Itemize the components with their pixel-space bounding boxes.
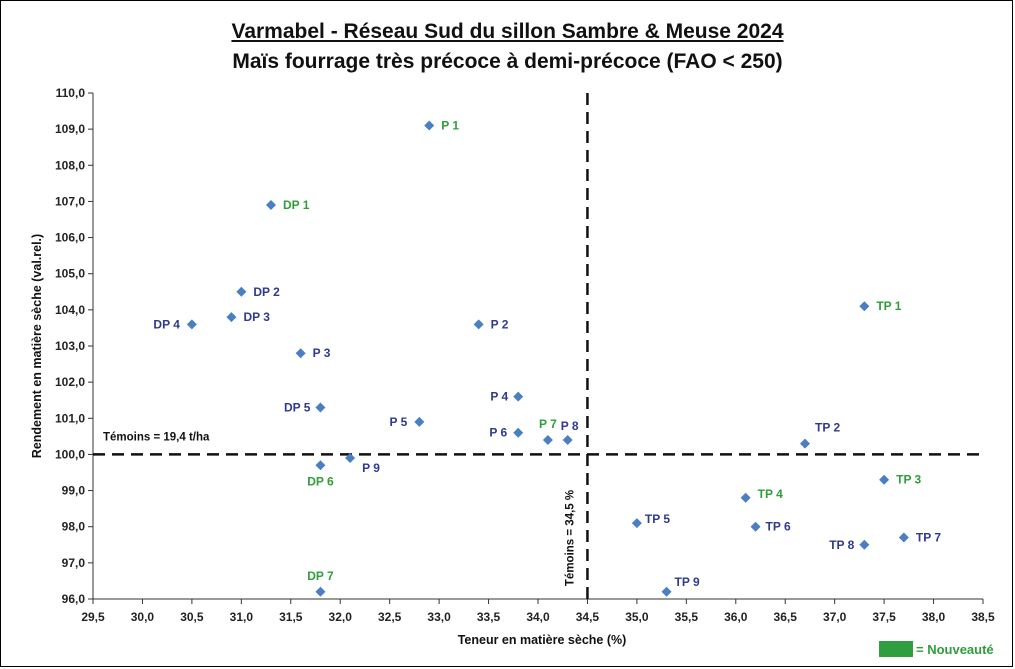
data-label: TP 3 — [896, 473, 921, 487]
data-point — [898, 532, 909, 543]
data-point — [236, 286, 247, 297]
x-axis-label: Teneur en matière sèche (%) — [458, 633, 627, 647]
y-tick-label: 109,0 — [55, 122, 85, 136]
reference-lines: Témoins = 19,4 t/ha Témoins = 34,5 % — [93, 93, 983, 599]
data-point — [661, 586, 672, 597]
data-label: DP 5 — [284, 400, 311, 414]
data-label: DP 4 — [153, 317, 180, 331]
chart-title: Varmabel - Réseau Sud du sillon Sambre &… — [231, 20, 784, 43]
data-label: P 5 — [390, 415, 408, 429]
y-tick-label: 106,0 — [55, 231, 85, 245]
x-tick-label: 36,0 — [724, 610, 748, 624]
chart-subtitle: Maïs fourrage très précoce à demi-précoc… — [232, 50, 783, 73]
data-label: DP 3 — [243, 310, 270, 324]
data-point — [266, 200, 276, 211]
x-tick-label: 38,5 — [971, 610, 995, 624]
data-point — [542, 434, 553, 445]
data-label: P 1 — [441, 119, 459, 133]
data-label: P 8 — [561, 419, 579, 433]
y-tick-label: 110,0 — [56, 86, 86, 100]
x-tick-label: 37,5 — [872, 610, 896, 624]
data-point — [513, 427, 524, 438]
data-label: P 2 — [491, 317, 509, 331]
y-tick-label: 96,0 — [62, 592, 86, 606]
data-point — [345, 453, 356, 464]
y-tick-label: 102,0 — [55, 375, 85, 389]
data-point — [424, 120, 435, 131]
data-label: P 3 — [313, 346, 331, 360]
legend-label: = Nouveauté — [916, 641, 994, 657]
data-point — [315, 460, 326, 471]
data-label: TP 7 — [916, 531, 941, 545]
data-label: DP 7 — [307, 569, 334, 583]
x-tick-label: 32,0 — [329, 610, 353, 624]
x-tick-label: 37,0 — [823, 610, 847, 624]
y-tick-label: 100,0 — [55, 447, 85, 461]
legend: = Nouveauté — [879, 641, 994, 657]
x-tick-label: 35,5 — [675, 610, 699, 624]
reference-label-vertical: Témoins = 34,5 % — [564, 490, 576, 586]
data-point — [859, 301, 870, 312]
data-point — [315, 586, 326, 597]
y-tick-label: 103,0 — [55, 339, 85, 353]
data-point — [513, 391, 524, 402]
data-point — [226, 312, 237, 323]
x-tick-label: 36,5 — [774, 610, 798, 624]
x-tick-label: 33,5 — [477, 610, 501, 624]
data-label: TP 5 — [645, 512, 670, 526]
x-tick-label: 33,0 — [427, 610, 451, 624]
data-point — [186, 319, 197, 330]
y-tick-label: 105,0 — [55, 267, 85, 281]
x-tick-label: 35,0 — [625, 610, 649, 624]
data-point — [473, 319, 484, 330]
x-tick-label: 34,0 — [526, 610, 550, 624]
data-label: P 7 — [539, 417, 557, 431]
data-point — [414, 416, 425, 427]
y-tick-label: 101,0 — [55, 411, 85, 425]
data-point — [562, 434, 573, 445]
y-tick-label: 97,0 — [62, 556, 86, 570]
y-tick-label: 107,0 — [55, 194, 85, 208]
axes: 29,5 30,0 30,5 31,0 31,5 32,0 32,5 33,0 33,5 34,0… — [55, 86, 995, 624]
data-label: P 4 — [490, 390, 508, 404]
data-label: P 9 — [362, 461, 380, 475]
data-points: P 1 DP 1 DP 2 DP 3 DP 4 P 2 P 3 P 4 DP 5 P 5 P 6 P … — [153, 119, 941, 597]
x-tick-label: 29,5 — [81, 610, 105, 624]
y-axis-label: Rendement en matière sèche (val.rel.) — [30, 234, 44, 458]
data-point — [295, 348, 306, 359]
y-tick-label: 98,0 — [62, 520, 86, 534]
data-label: DP 6 — [307, 474, 334, 488]
y-tick-label: 99,0 — [62, 484, 86, 498]
data-label: TP 6 — [766, 520, 791, 534]
data-point — [740, 492, 751, 503]
data-point — [859, 539, 870, 550]
data-point — [800, 438, 810, 449]
data-point — [315, 402, 326, 413]
data-point — [879, 474, 890, 485]
x-tick-label: 31,0 — [230, 610, 254, 624]
data-label: DP 2 — [253, 285, 280, 299]
data-label: TP 1 — [876, 299, 901, 313]
x-tick-label: 34,5 — [576, 610, 600, 624]
data-label: TP 4 — [758, 487, 783, 501]
data-label: TP 8 — [829, 538, 854, 552]
data-point — [750, 521, 761, 532]
data-label: TP 2 — [815, 421, 840, 435]
data-label: P 6 — [489, 426, 507, 440]
x-tick-label: 38,0 — [922, 610, 946, 624]
x-tick-label: 31,5 — [279, 610, 303, 624]
data-label: TP 9 — [675, 575, 700, 589]
reference-label-horizontal: Témoins = 19,4 t/ha — [103, 431, 210, 443]
y-tick-label: 108,0 — [55, 158, 85, 172]
legend-swatch-new — [879, 641, 913, 657]
y-tick-label: 104,0 — [55, 303, 85, 317]
x-tick-label: 30,5 — [180, 610, 204, 624]
data-point — [631, 518, 642, 529]
data-label: DP 1 — [283, 198, 310, 212]
x-tick-label: 30,0 — [131, 610, 155, 624]
x-tick-label: 32,5 — [378, 610, 402, 624]
